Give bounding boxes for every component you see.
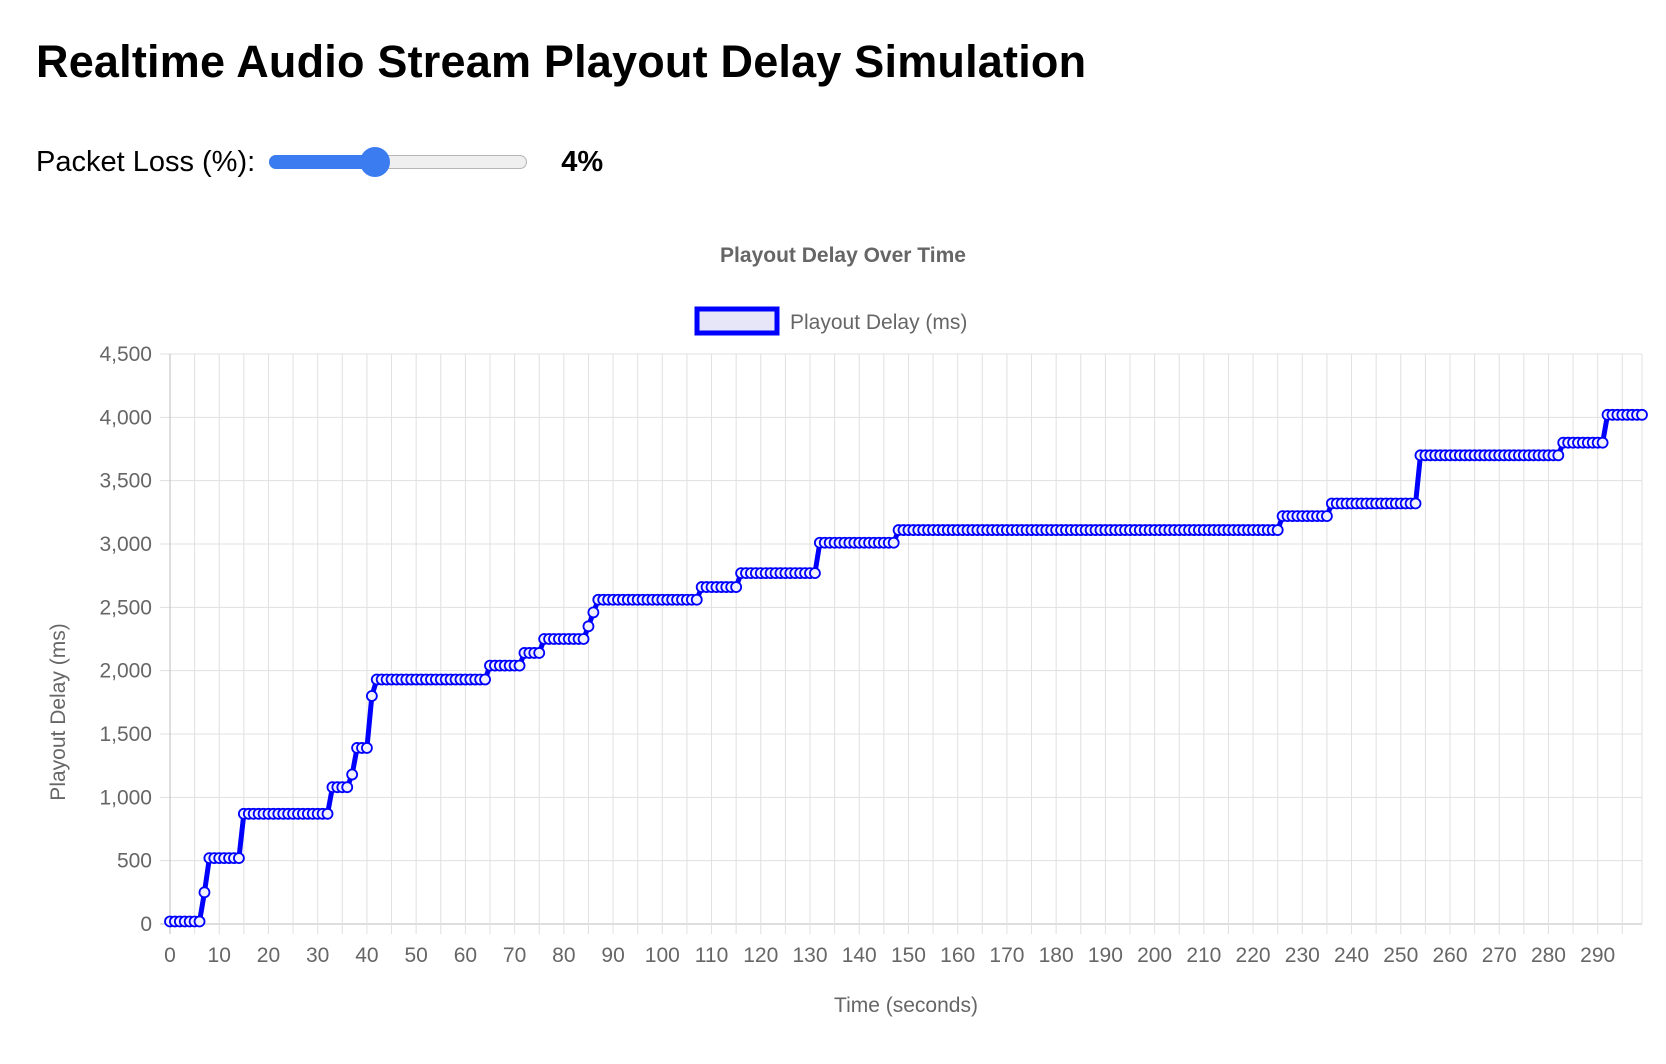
data-point bbox=[887, 536, 900, 549]
x-tick-label: 110 bbox=[695, 944, 728, 967]
x-tick-label: 180 bbox=[1039, 944, 1074, 967]
x-tick-label: 10 bbox=[208, 944, 231, 967]
data-point bbox=[479, 673, 491, 686]
data-point bbox=[365, 690, 378, 702]
page-title: Realtime Audio Stream Playout Delay Simu… bbox=[36, 36, 1087, 87]
x-tick-label: 30 bbox=[306, 944, 329, 967]
data-point bbox=[587, 606, 600, 619]
y-tick-label: 0 bbox=[140, 913, 152, 936]
y-tick-label: 4,000 bbox=[99, 406, 152, 429]
x-tick-label: 160 bbox=[940, 944, 975, 967]
slider-fill bbox=[269, 155, 376, 169]
y-axis-label: Playout Delay (ms) bbox=[47, 623, 70, 800]
data-point bbox=[341, 781, 354, 794]
chart-axes: 05001,0001,5002,0002,5003,0003,5004,0004… bbox=[99, 343, 1615, 967]
x-tick-label: 250 bbox=[1383, 944, 1418, 967]
data-point bbox=[1409, 497, 1422, 510]
data-point bbox=[1596, 436, 1609, 449]
x-tick-label: 130 bbox=[792, 944, 827, 967]
x-tick-label: 20 bbox=[257, 944, 280, 967]
x-tick-label: 50 bbox=[404, 944, 427, 967]
data-point bbox=[233, 852, 245, 865]
x-tick-label: 150 bbox=[891, 944, 926, 967]
x-tick-label: 0 bbox=[164, 944, 176, 967]
data-point bbox=[1552, 449, 1565, 462]
chart-series bbox=[164, 408, 1648, 928]
x-tick-label: 200 bbox=[1137, 944, 1172, 967]
chart-grid bbox=[160, 353, 1643, 934]
x-tick-label: 80 bbox=[552, 944, 575, 967]
x-tick-label: 210 bbox=[1186, 944, 1221, 967]
x-tick-label: 260 bbox=[1432, 944, 1467, 967]
legend-swatch[interactable] bbox=[694, 306, 780, 336]
x-tick-label: 220 bbox=[1236, 944, 1271, 967]
x-axis-label: Time (seconds) bbox=[834, 994, 978, 1017]
y-tick-label: 4,500 bbox=[99, 343, 152, 366]
y-tick-label: 1,000 bbox=[99, 786, 152, 809]
y-tick-label: 3,000 bbox=[99, 533, 152, 556]
x-tick-label: 100 bbox=[645, 944, 680, 967]
data-point bbox=[361, 742, 373, 754]
x-tick-label: 60 bbox=[454, 944, 477, 967]
series-line bbox=[170, 412, 1642, 924]
packet-loss-label: Packet Loss (%): bbox=[36, 145, 256, 178]
packet-loss-control: Packet Loss (%): 4% bbox=[36, 138, 603, 186]
data-point bbox=[198, 886, 211, 899]
data-point bbox=[321, 807, 334, 820]
packet-loss-slider[interactable] bbox=[269, 147, 528, 177]
x-tick-label: 280 bbox=[1531, 944, 1566, 967]
slider-thumb[interactable] bbox=[360, 147, 391, 177]
data-point bbox=[809, 567, 821, 580]
x-tick-label: 90 bbox=[601, 944, 624, 967]
data-point bbox=[582, 620, 595, 633]
x-tick-label: 140 bbox=[842, 944, 877, 967]
x-tick-label: 290 bbox=[1580, 944, 1615, 967]
x-tick-label: 40 bbox=[355, 944, 378, 967]
data-point bbox=[730, 581, 743, 593]
y-tick-label: 2,000 bbox=[99, 660, 152, 683]
data-point bbox=[346, 768, 359, 781]
y-tick-label: 3,500 bbox=[99, 470, 152, 493]
packet-loss-value: 4% bbox=[561, 145, 604, 178]
chart-legend[interactable]: Playout Delay (ms) bbox=[694, 306, 967, 336]
y-tick-label: 500 bbox=[117, 850, 152, 873]
x-tick-label: 240 bbox=[1334, 944, 1369, 967]
x-tick-label: 230 bbox=[1285, 944, 1320, 967]
y-tick-label: 1,500 bbox=[99, 723, 152, 746]
x-tick-label: 120 bbox=[743, 944, 778, 967]
x-tick-label: 70 bbox=[503, 944, 526, 967]
data-point bbox=[577, 633, 590, 645]
y-tick-label: 2,500 bbox=[99, 596, 152, 619]
data-point bbox=[533, 647, 546, 659]
data-point bbox=[1271, 524, 1284, 536]
x-tick-label: 270 bbox=[1482, 944, 1517, 967]
data-point bbox=[193, 915, 206, 928]
x-tick-label: 190 bbox=[1088, 944, 1123, 967]
data-point bbox=[690, 593, 703, 606]
chart-title: Playout Delay Over Time bbox=[720, 244, 966, 267]
data-point bbox=[1321, 510, 1333, 523]
data-point bbox=[1636, 408, 1648, 421]
x-tick-label: 170 bbox=[989, 944, 1024, 967]
data-point bbox=[513, 659, 526, 672]
legend-label[interactable]: Playout Delay (ms) bbox=[790, 311, 967, 334]
